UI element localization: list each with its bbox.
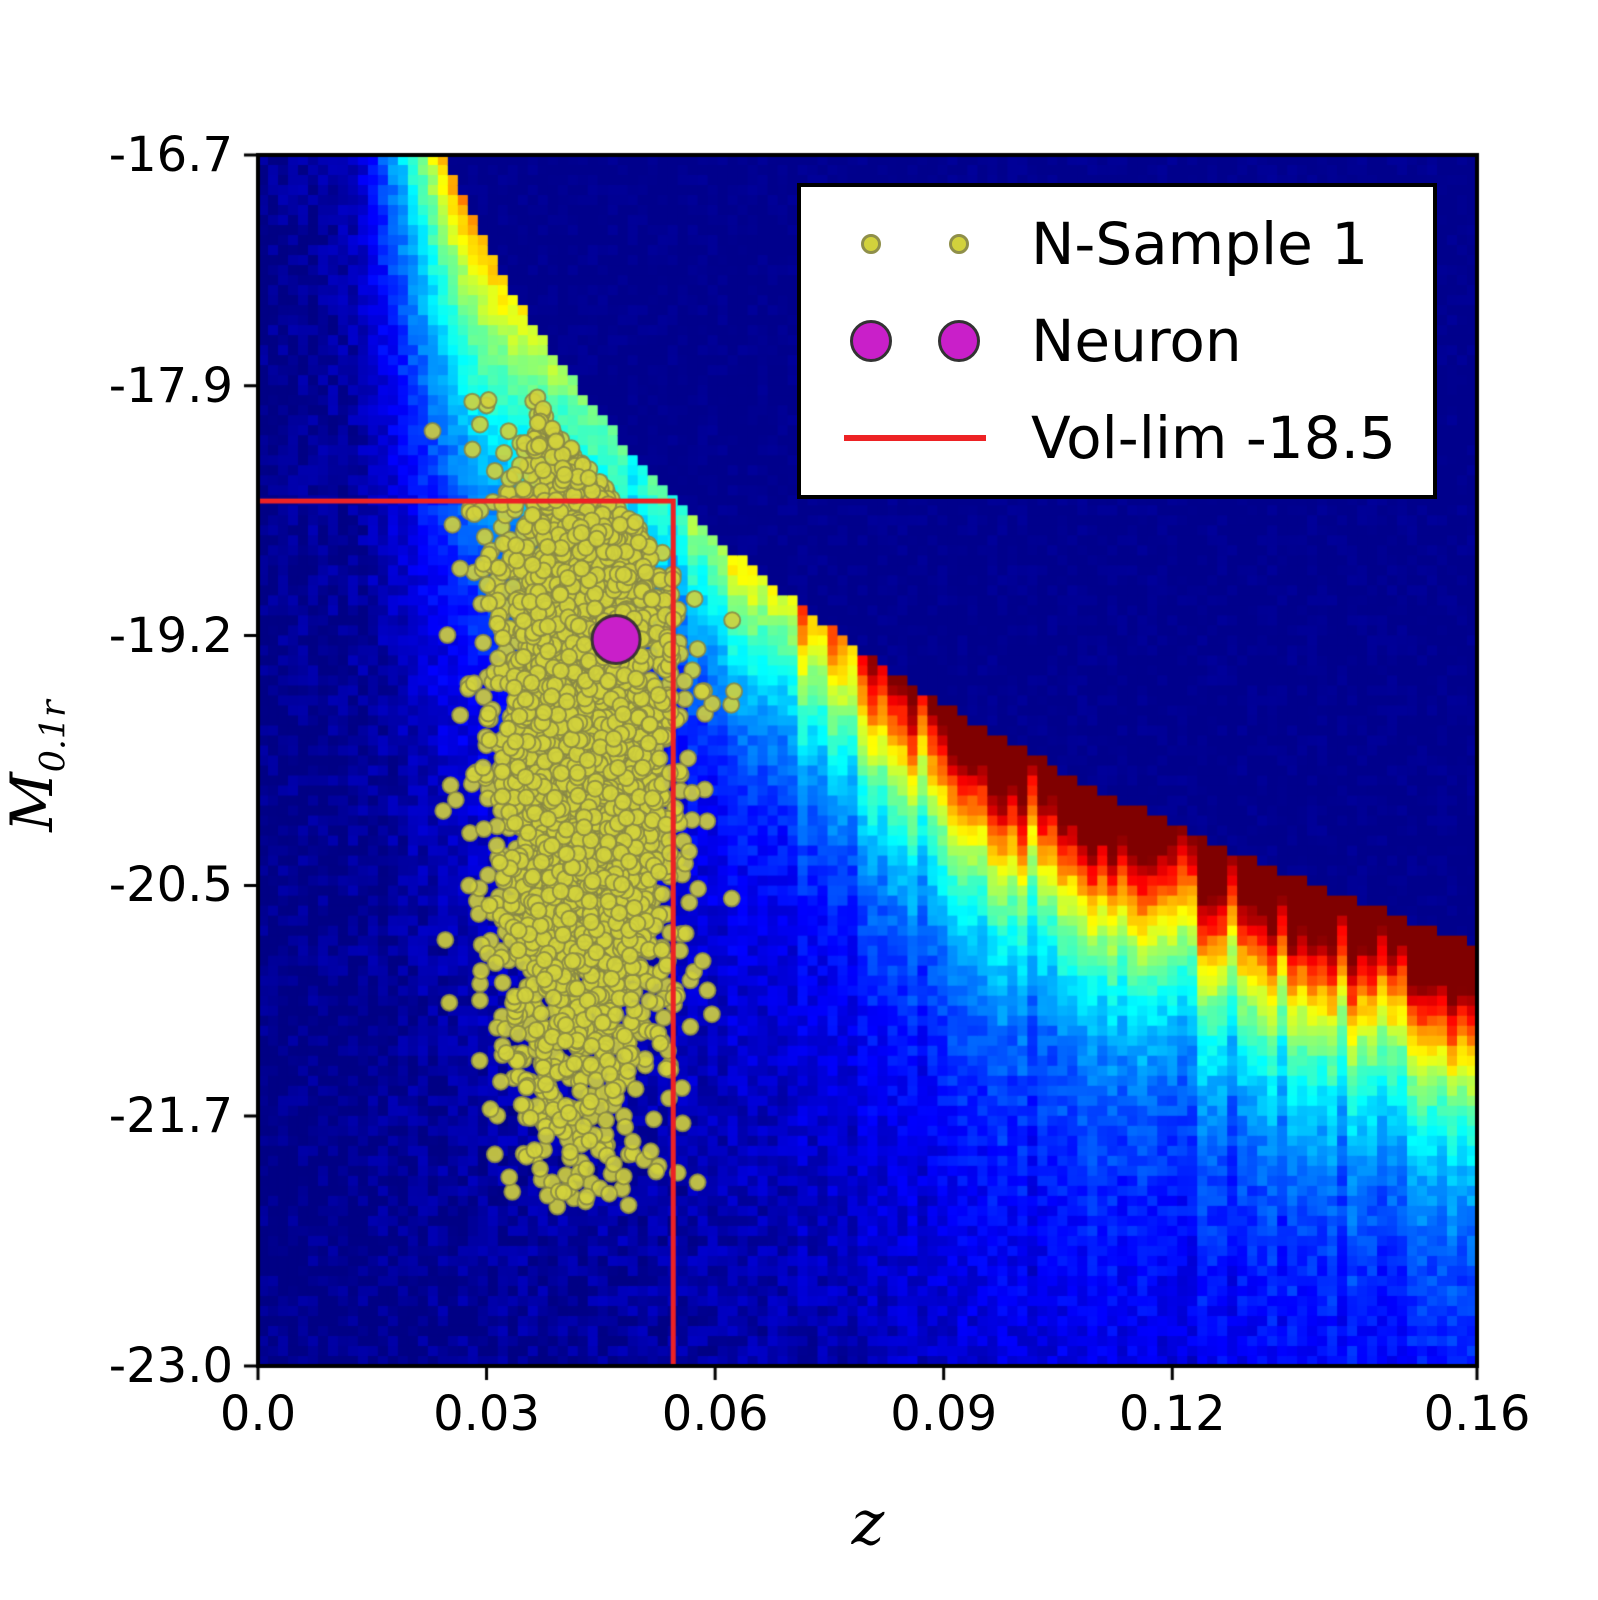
neuron-circle-icon bbox=[850, 319, 892, 362]
x-tick-label: 0.06 bbox=[661, 1386, 769, 1442]
y-tick-label: -20.5 bbox=[108, 857, 233, 914]
legend-marker-slot bbox=[827, 435, 1003, 442]
vol-limit-line-icon bbox=[844, 435, 986, 442]
y-tick-label: -17.9 bbox=[108, 357, 233, 414]
legend-item-neuron: Neuron bbox=[801, 294, 1433, 388]
legend-marker-slot bbox=[827, 319, 915, 362]
x-tick-label: 0.16 bbox=[1423, 1386, 1531, 1442]
legend: N-Sample 1 Neuron Vol-lim -18.5 bbox=[797, 183, 1437, 499]
legend-item-nsample: N-Sample 1 bbox=[801, 197, 1433, 291]
y-axis-label-main: M bbox=[0, 772, 66, 832]
x-tick-label: 0.0 bbox=[219, 1386, 297, 1442]
sample-dot-icon bbox=[949, 233, 969, 254]
legend-label-neuron: Neuron bbox=[1031, 306, 1242, 375]
y-tick-label: -23.0 bbox=[108, 1338, 233, 1394]
legend-marker-slot bbox=[827, 233, 915, 254]
x-axis-label: z bbox=[768, 1486, 968, 1559]
legend-marker-slot bbox=[915, 319, 1003, 362]
legend-label-nsample: N-Sample 1 bbox=[1031, 209, 1369, 278]
legend-item-vollim: Vol-lim -18.5 bbox=[801, 391, 1433, 485]
y-tick-label: -21.7 bbox=[108, 1088, 233, 1145]
neuron-circle-icon bbox=[938, 319, 980, 362]
x-tick-label: 0.03 bbox=[433, 1386, 540, 1442]
x-tick-label: 0.12 bbox=[1118, 1386, 1226, 1442]
x-axis-label-text: z bbox=[851, 1486, 885, 1559]
legend-label-vollim: Vol-lim -18.5 bbox=[1031, 404, 1396, 473]
legend-marker-slot bbox=[915, 233, 1003, 254]
x-tick-label: 0.09 bbox=[890, 1386, 998, 1442]
y-tick-label: -16.7 bbox=[108, 127, 233, 183]
y-tick-label: -19.2 bbox=[108, 607, 233, 664]
sample-dot-icon bbox=[861, 233, 881, 254]
y-axis-label-subscript: 0.1r bbox=[33, 700, 74, 773]
